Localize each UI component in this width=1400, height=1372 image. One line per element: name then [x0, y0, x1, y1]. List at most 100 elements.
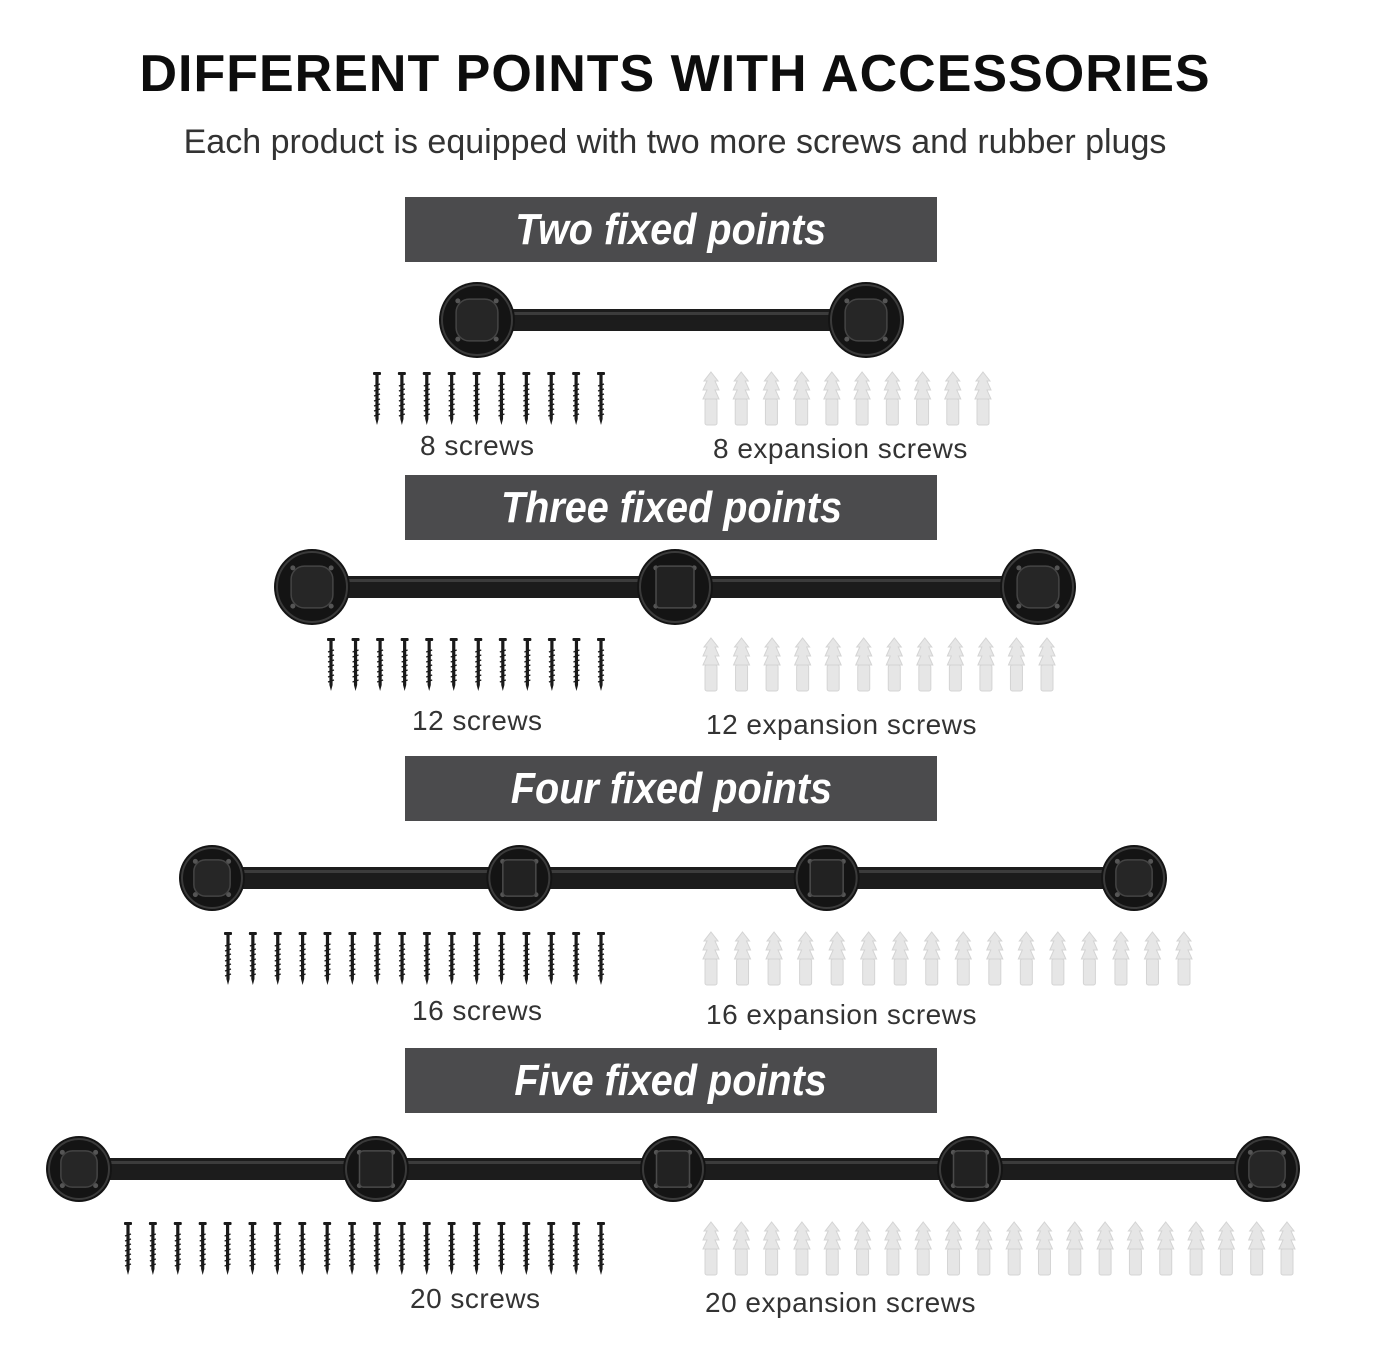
wood-screw-icon	[397, 372, 406, 425]
expansion-plug-icon	[1007, 637, 1026, 692]
wood-screw-icon	[273, 932, 282, 985]
expansion-plug-icon	[885, 637, 904, 692]
expansion-plug-icon	[702, 371, 720, 426]
wood-screw-icon	[572, 638, 581, 691]
wood-screw-icon	[472, 932, 481, 985]
wood-screw-icon	[597, 1222, 605, 1275]
mounting-flange-icon	[1000, 549, 1076, 625]
expansion-screws-count-label: 8 expansion screws	[713, 433, 968, 464]
mounting-flange-icon	[793, 845, 860, 911]
expansion-plug-icon	[1038, 637, 1056, 692]
wood-screw-icon	[523, 638, 532, 691]
wood-screw-icon	[373, 932, 382, 985]
wood-screw-icon	[198, 1222, 207, 1275]
wood-screw-icon	[422, 1222, 431, 1275]
wood-screw-icon	[447, 932, 456, 985]
expansion-plug-icon	[975, 1221, 993, 1276]
expansion-plug-icon	[702, 931, 720, 986]
wood-screw-icon	[148, 1222, 157, 1275]
expansion-plug-icon	[732, 637, 751, 692]
expansion-plug-icon	[823, 371, 841, 426]
pipe-bar	[477, 309, 866, 331]
expansion-plug-icon	[732, 371, 750, 426]
expansion-plug-icon	[1187, 1221, 1205, 1276]
expansion-plug-icon	[946, 637, 965, 692]
expansion-plug-icon	[1112, 931, 1130, 986]
mounting-flange-icon	[937, 1136, 1003, 1202]
banner-label: Five fixed points	[514, 1055, 828, 1105]
expansion-plug-icon	[986, 931, 1004, 986]
wood-screw-icon	[522, 932, 531, 985]
mounting-flange-icon	[828, 282, 904, 358]
mounting-flange-icon	[274, 549, 350, 625]
page-subtitle: Each product is equipped with two more s…	[183, 123, 1167, 161]
wood-screw-icon	[397, 1222, 406, 1275]
mounting-flange-icon	[640, 1136, 706, 1202]
section-banner-four: Four fixed points	[405, 756, 937, 821]
expansion-plug-icon	[763, 637, 781, 692]
wood-screw-icon	[248, 932, 257, 985]
expansion-plug-icon	[1035, 1221, 1054, 1276]
wood-screw-icon	[497, 372, 506, 425]
screws-count-label: 12 screws	[412, 705, 543, 736]
expansion-plug-icon	[1126, 1221, 1145, 1276]
banner-label: Three fixed points	[500, 482, 842, 532]
wood-screw-icon	[348, 932, 357, 985]
wood-screw-icon	[572, 372, 581, 425]
expansion-plug-icon	[1278, 1221, 1296, 1276]
expansion-plug-icon	[1017, 931, 1036, 986]
screws-count-label: 8 screws	[420, 430, 535, 461]
wood-screw-icon	[472, 1222, 481, 1275]
expansion-plug-icon	[854, 637, 873, 692]
expansion-plug-icon	[1005, 1221, 1023, 1276]
wood-screw-icon	[400, 638, 409, 691]
wood-screw-icon	[351, 638, 360, 691]
wood-screw-icon	[327, 638, 335, 691]
wood-screw-icon	[472, 372, 481, 425]
expansion-plug-icon	[916, 637, 934, 692]
expansion-plug-icon	[792, 371, 811, 426]
wood-screw-icon	[323, 1222, 332, 1275]
expansion-plug-icon	[1096, 1221, 1114, 1276]
expansion-plug-icon	[823, 1221, 842, 1276]
expansion-plug-icon	[954, 931, 973, 986]
expansion-plug-icon	[828, 931, 846, 986]
wood-screw-icon	[298, 932, 307, 985]
mounting-flange-icon	[179, 845, 245, 911]
screws-count-label: 20 screws	[410, 1283, 541, 1314]
expansion-screws-count-label: 20 expansion screws	[705, 1287, 976, 1318]
wood-screw-icon	[572, 932, 581, 985]
expansion-plug-icon	[944, 371, 962, 426]
expansion-plug-icon	[765, 931, 783, 986]
wood-screw-icon	[422, 372, 431, 425]
wood-screw-icon	[522, 372, 531, 425]
page-title: DIFFERENT POINTS WITH ACCESSORIES	[139, 45, 1211, 103]
section-banner-three: Three fixed points	[405, 475, 937, 540]
wood-screw-icon	[422, 932, 431, 985]
expansion-plug-icon	[793, 637, 812, 692]
expansion-plug-icon	[913, 371, 932, 426]
expansion-plug-icon	[853, 371, 871, 426]
wood-screw-icon	[376, 638, 385, 691]
expansion-plug-icon	[1049, 931, 1067, 986]
wood-screw-icon	[474, 638, 483, 691]
expansion-plug-icon	[796, 931, 815, 986]
wood-screw-icon	[124, 1222, 132, 1275]
pipe-bar	[212, 867, 1134, 889]
banner-label: Four fixed points	[510, 763, 832, 813]
expansion-plug-icon	[1247, 1221, 1266, 1276]
mounting-flange-icon	[439, 282, 515, 358]
expansion-plug-icon	[793, 1221, 811, 1276]
wood-screw-icon	[522, 1222, 531, 1275]
wood-screw-icon	[547, 372, 556, 425]
wood-screw-icon	[224, 932, 232, 985]
expansion-plug-icon	[1175, 931, 1193, 986]
wood-screw-icon	[547, 932, 556, 985]
wood-screw-icon	[398, 932, 407, 985]
wood-screw-icon	[547, 1222, 556, 1275]
wood-screw-icon	[348, 1222, 357, 1275]
